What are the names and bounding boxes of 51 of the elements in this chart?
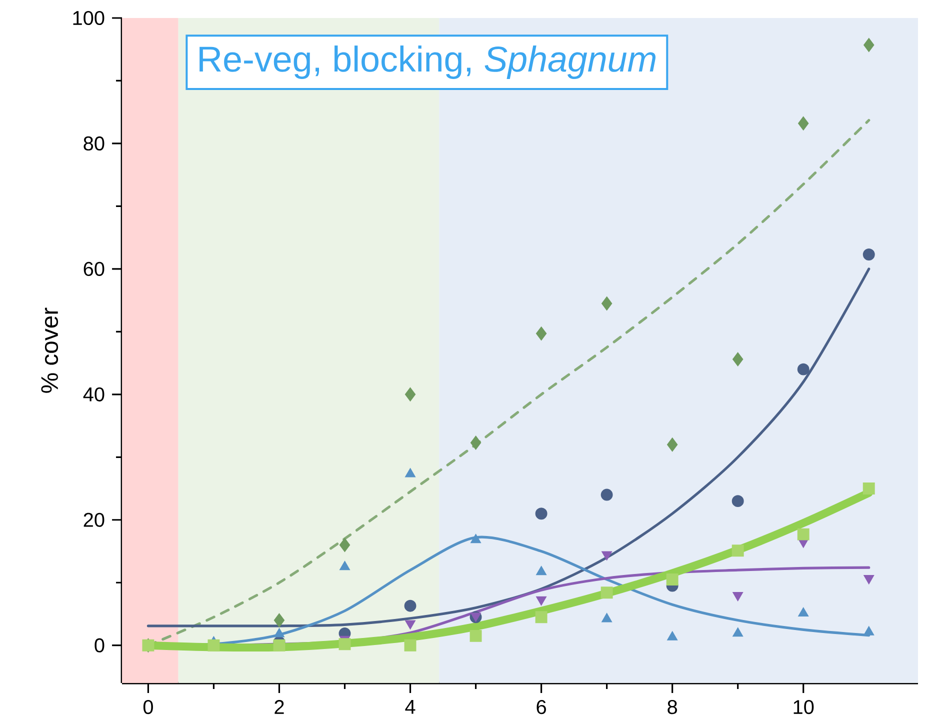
point <box>732 627 744 637</box>
y-tick-label: 100 <box>73 10 104 26</box>
point <box>732 495 744 508</box>
point <box>536 326 547 341</box>
y-tick-label: 80 <box>84 136 104 151</box>
point <box>273 639 286 652</box>
x-tick-label: 0 <box>143 700 153 714</box>
point <box>667 631 678 640</box>
y-tick-label: 60 <box>84 262 104 276</box>
point <box>798 116 809 130</box>
point <box>732 544 744 557</box>
point <box>405 468 416 478</box>
point <box>470 436 482 450</box>
point <box>667 438 678 452</box>
point <box>797 363 810 376</box>
y-axis-title: % cover <box>41 308 58 393</box>
point <box>797 528 810 540</box>
point <box>274 628 284 638</box>
point <box>340 560 350 570</box>
point <box>864 626 874 636</box>
point <box>470 630 482 642</box>
text: Re-veg, blocking, Sphagnum <box>200 46 656 79</box>
point <box>732 352 744 366</box>
point <box>404 387 416 402</box>
point <box>470 534 482 544</box>
point <box>862 482 875 494</box>
point <box>404 639 416 652</box>
x-tick-label: 4 <box>405 700 416 714</box>
point <box>339 538 350 552</box>
point <box>536 566 547 576</box>
point <box>535 611 548 624</box>
point <box>600 488 613 501</box>
point <box>602 613 612 622</box>
point <box>600 586 613 599</box>
point <box>798 607 809 617</box>
point <box>862 248 875 260</box>
x-tick-label: 6 <box>536 700 546 714</box>
x-tick-label: 2 <box>274 700 284 714</box>
point <box>666 574 678 586</box>
point <box>601 296 612 310</box>
point <box>864 38 874 52</box>
y-tick-label: 20 <box>84 512 104 527</box>
point <box>338 638 351 650</box>
point <box>208 639 220 652</box>
y-tick-label: 0 <box>94 638 104 652</box>
y-tick-label: 40 <box>83 387 104 402</box>
point <box>535 508 548 520</box>
x-tick-label: 10 <box>794 700 814 714</box>
point <box>404 600 416 612</box>
x-tick-label: 8 <box>668 700 678 714</box>
point <box>274 613 285 628</box>
